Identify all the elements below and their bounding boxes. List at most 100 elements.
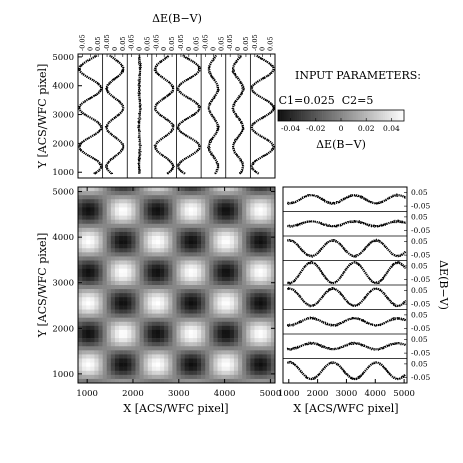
- heatmap-cell: [192, 342, 198, 347]
- strip-point: [98, 123, 100, 125]
- heatmap-cell: [225, 195, 231, 200]
- heatmap-cell: [229, 248, 235, 253]
- heatmap-cell: [192, 346, 198, 351]
- heatmap-cell: [254, 203, 259, 208]
- strip-tick-label: 0: [136, 47, 144, 51]
- heatmap-cell: [201, 264, 206, 269]
- heatmap-cell: [82, 362, 87, 367]
- heatmap-cell: [90, 240, 95, 245]
- strip-point: [310, 221, 312, 223]
- strip-point: [241, 160, 242, 162]
- strip-point: [304, 265, 306, 267]
- heatmap-cell: [86, 362, 91, 367]
- heatmap-cell: [242, 293, 247, 298]
- strip-point: [93, 172, 95, 174]
- strip-point: [273, 69, 275, 71]
- heatmap-cell: [139, 321, 144, 327]
- strip-point: [217, 87, 219, 89]
- heatmap-cell: [94, 338, 99, 343]
- heatmap-cell: [221, 203, 227, 208]
- heatmap-cell: [250, 289, 255, 294]
- strip-point: [379, 364, 381, 366]
- heatmap-cell: [209, 223, 214, 229]
- strip-point: [234, 139, 236, 141]
- strip-point: [361, 373, 363, 375]
- strip-point: [96, 82, 98, 84]
- heatmap-cell: [160, 301, 165, 306]
- colorbar-swatch: [364, 110, 367, 121]
- strip-point: [235, 60, 237, 62]
- heatmap-cell: [221, 313, 227, 318]
- strip-point: [307, 263, 309, 265]
- heatmap-cell: [188, 227, 194, 233]
- heatmap-cell: [213, 354, 218, 359]
- heatmap-cell: [155, 268, 161, 274]
- heatmap-cell: [135, 227, 140, 233]
- y-tick-label: 3000: [52, 279, 74, 289]
- heatmap-cell: [233, 236, 239, 241]
- heatmap-cell: [217, 289, 222, 294]
- strip-point: [405, 319, 407, 321]
- heatmap-cell: [127, 268, 132, 274]
- strip-point: [138, 90, 140, 92]
- strip-point: [120, 66, 122, 68]
- heatmap-cell: [139, 240, 144, 245]
- heatmap-cell: [192, 358, 198, 363]
- strip-point: [138, 106, 140, 108]
- strip-point: [290, 241, 292, 243]
- strip-point: [307, 344, 309, 346]
- heatmap-cell: [168, 244, 173, 249]
- strip-point: [359, 264, 361, 266]
- heatmap-cell: [172, 260, 177, 265]
- heatmap-cell: [135, 272, 140, 278]
- heatmap-cell: [164, 260, 169, 265]
- strip-point: [381, 200, 383, 202]
- heatmap-cell: [143, 338, 149, 343]
- heatmap-cell: [119, 378, 124, 384]
- strip-point: [333, 240, 335, 242]
- heatmap-cell: [127, 211, 132, 216]
- heatmap-cell: [238, 325, 243, 331]
- heatmap-cell: [217, 199, 222, 204]
- strip-point: [288, 281, 290, 283]
- heatmap-cell: [176, 260, 181, 265]
- colorbar-swatch: [389, 110, 392, 121]
- heatmap-cell: [242, 305, 247, 310]
- heatmap-cell: [270, 338, 276, 343]
- strip-point: [241, 83, 243, 85]
- strip-point: [365, 322, 367, 324]
- strip-point: [330, 325, 332, 327]
- heatmap-cell: [250, 227, 255, 233]
- strip-point: [356, 304, 358, 306]
- strip-point: [193, 113, 195, 115]
- heatmap-cell: [94, 227, 99, 233]
- strip-point: [214, 117, 216, 119]
- heatmap-cell: [110, 329, 116, 335]
- heatmap-cell: [229, 252, 235, 257]
- strip-point: [343, 345, 345, 347]
- heatmap-cell: [176, 317, 181, 323]
- strip-point: [318, 250, 320, 252]
- strip-point: [365, 272, 367, 274]
- strip-point: [358, 263, 360, 265]
- strip-point: [315, 376, 317, 378]
- heatmap-cell: [238, 362, 243, 367]
- heatmap-cell: [184, 374, 190, 380]
- heatmap-cell: [209, 199, 214, 204]
- strip-point: [291, 282, 293, 284]
- strip-tick-label: -0.05: [411, 202, 430, 211]
- heatmap-cell: [160, 346, 165, 351]
- strip-point: [193, 61, 195, 63]
- heatmap-cell: [78, 211, 83, 216]
- strip-point: [138, 120, 140, 122]
- strip-tick-label: 0: [185, 47, 193, 51]
- heatmap-cell: [94, 285, 99, 290]
- heatmap-cell: [147, 297, 153, 302]
- strip-point: [95, 81, 97, 83]
- strip-point: [326, 347, 328, 349]
- heatmap-cell: [213, 317, 218, 323]
- heatmap-cell: [114, 325, 120, 331]
- heatmap-cell: [151, 272, 157, 278]
- strip-point: [288, 288, 290, 290]
- strip-point: [363, 249, 365, 251]
